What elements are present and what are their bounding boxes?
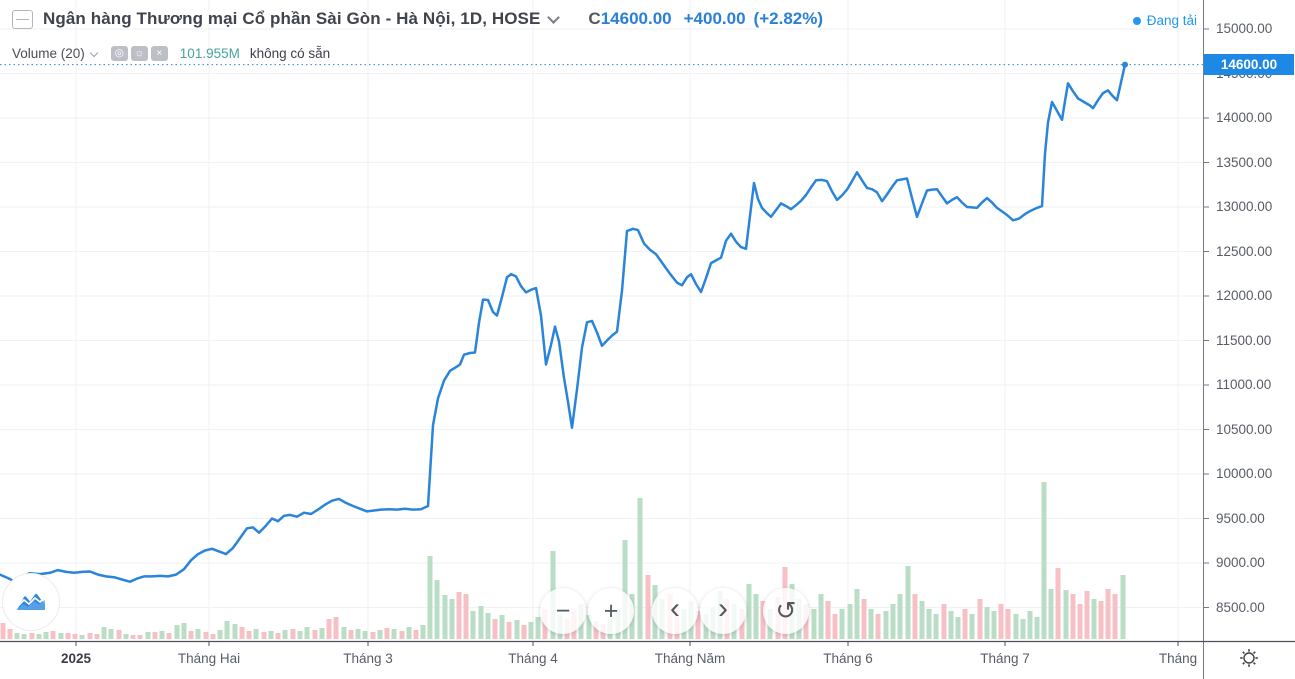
y-axis-label: 11000.00 [1216,377,1272,392]
scroll-right-button[interactable]: › [700,588,746,634]
indicator-actions: ◎ ☼ × [110,46,168,61]
symbol-title[interactable]: Ngân hàng Thương mại Cổ phần Sài Gòn - H… [43,9,541,28]
settings-gear-icon[interactable]: ☼ [130,46,148,61]
indicator-value: 101.955M [179,46,240,61]
x-axis-label: Tháng 6 [823,651,873,666]
remove-icon[interactable]: × [150,46,168,61]
y-axis-label: 14000.00 [1216,110,1273,125]
price-change: +400.00 [683,9,746,28]
chart-header: Ngân hàng Thương mại Cổ phần Sài Gòn - H… [12,9,823,29]
price-axis[interactable]: 15000.0014500.0014000.0013500.0013000.00… [1204,0,1295,641]
zoom-out-button[interactable]: − [540,588,586,634]
indicator-label[interactable]: Volume (20) [12,46,85,61]
y-axis-label: 10000.00 [1216,466,1273,481]
y-axis-label: 13500.00 [1216,154,1273,170]
indicator-status: không có sẵn [249,46,331,61]
close-price: 14600.00 [600,9,672,28]
reset-view-button[interactable]: ↺ [763,588,809,634]
scroll-left-button[interactable]: ‹ [652,588,698,634]
timezone-sun-icon[interactable] [1237,646,1261,670]
x-axis-label: Tháng Hai [177,651,241,666]
chevron-down-icon[interactable] [547,10,561,24]
y-axis-label: 9500.00 [1216,510,1265,526]
loading-label: Đang tải [1146,13,1197,28]
zoom-in-button[interactable]: + [588,588,634,634]
y-axis-label: 15000.00 [1216,21,1273,36]
last-price-label: 14600.00 [1204,54,1294,76]
x-axis-label: 2025 [60,651,92,666]
x-axis-label: Tháng 4 [508,651,558,666]
price-change-percent: (+2.82%) [753,9,823,28]
y-axis-label: 8500.00 [1216,599,1265,615]
x-axis-label: Tháng 7 [980,651,1030,666]
visibility-icon[interactable]: ◎ [110,46,128,61]
y-axis-label: 12000.00 [1216,288,1273,303]
y-axis-label: 11500.00 [1216,332,1272,348]
x-axis-label: Tháng [1158,651,1198,666]
y-axis-label: 13000.00 [1216,199,1273,214]
y-axis-label: 12500.00 [1216,243,1273,259]
time-axis[interactable]: 2025 Tháng Hai Tháng 3 Tháng 4 Tháng Năm Thán… [0,642,1295,679]
loading-status: Đang tải [1132,13,1197,28]
chevron-down-icon[interactable] [89,48,99,57]
close-prefix: C [588,9,601,28]
loading-dot-icon [1132,16,1141,25]
y-axis-label: 9000.00 [1216,555,1265,570]
price-block: C 14600.00 +400.00 (+2.82%) [588,9,823,29]
x-axis-label: Tháng 3 [343,651,393,666]
x-axis-label: Tháng Năm [654,651,726,666]
collapse-legend-icon[interactable] [12,9,33,29]
chart-logo-button[interactable] [2,573,60,631]
area-chart-icon [17,593,45,610]
indicator-legend: Volume (20) ◎ ☼ × 101.955M không có sẵn [12,46,330,61]
y-axis-label: 10500.00 [1216,421,1273,437]
